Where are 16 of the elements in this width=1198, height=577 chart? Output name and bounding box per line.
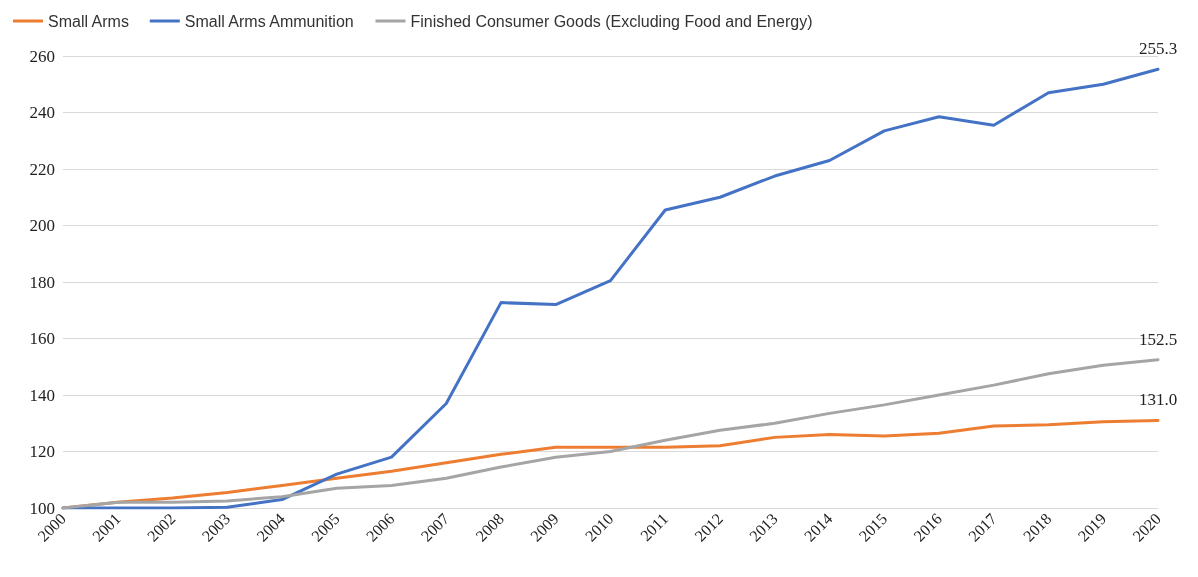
y-tick-label: 200 [29,216,55,235]
legend-label: Finished Consumer Goods (Excluding Food and Energy) [410,12,813,30]
data-label: 131.0 [1138,390,1178,410]
y-tick-label: 240 [29,103,55,122]
y-tick-label: 140 [29,385,55,405]
data-label: 152.5 [1138,329,1178,349]
y-tick-label: 100 [29,498,55,518]
y-tick-label: 260 [29,46,55,66]
legend-label: Small Arms Ammunition [184,12,354,30]
x-tick-label: 2001 [89,509,124,545]
legend-label: Small Arms [48,12,129,30]
y-tick-label: 220 [29,159,55,179]
data-label: 255.3 [1138,39,1178,59]
y-tick-label: 120 [29,442,55,461]
y-tick-label: 180 [29,272,55,292]
y-tick-label: 160 [29,329,55,348]
